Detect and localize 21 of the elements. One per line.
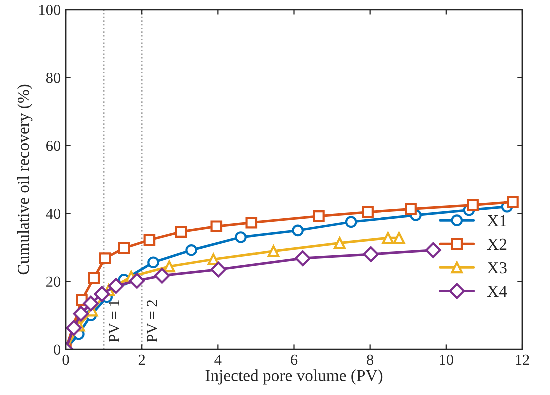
y-tick-label: 20: [46, 276, 61, 288]
legend-label: X4: [487, 286, 508, 298]
y-axis-title: Cumulative oil recovery (%): [18, 84, 33, 275]
y-tick-label: 80: [46, 72, 61, 84]
legend-label: X1: [487, 215, 506, 226]
x-axis-title: Injected pore volume (PV): [206, 370, 383, 385]
x-tick-label: 8: [367, 354, 374, 366]
x-tick-label: 0: [62, 354, 70, 366]
y-tick-label: 40: [46, 208, 61, 220]
x-tick-label: 6: [291, 354, 298, 366]
x-tick-label: 4: [214, 354, 222, 366]
x-tick-label: 2: [138, 354, 146, 366]
x-tick-label: 10: [440, 354, 454, 366]
y-tick-label: 60: [46, 140, 61, 152]
legend-label: X2: [487, 238, 507, 250]
ref-line-label: PV = 2: [147, 300, 158, 342]
ref-line-label: PV = 1: [109, 300, 120, 342]
x-tick-label: 12: [516, 354, 530, 366]
y-tick-label: 0: [54, 344, 61, 356]
y-tick-label: 100: [40, 5, 61, 16]
legend-label: X3: [487, 262, 507, 274]
